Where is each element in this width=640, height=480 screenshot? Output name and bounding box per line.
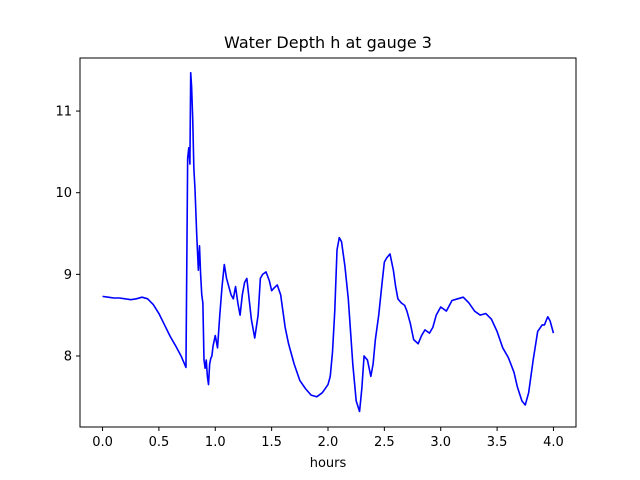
y-tick-label: 9 (64, 268, 72, 283)
x-tick-label: 0.0 (92, 435, 113, 450)
x-tick-label: 1.5 (261, 435, 282, 450)
x-tick-label: 4.0 (543, 435, 564, 450)
x-tick-label: 2.0 (318, 435, 339, 450)
x-tick-label: 3.0 (430, 435, 451, 450)
axis-ticks: 0.0 0.5 1.0 1.5 2.0 2.5 3.0 3.5 4.0 8 9 10 11 (55, 105, 563, 450)
x-tick-label: 0.5 (149, 435, 170, 450)
series-line (102, 71, 555, 413)
plot-area (102, 71, 555, 413)
x-axis-label: hours (310, 456, 347, 471)
chart-title: Water Depth h at gauge 3 (224, 33, 432, 52)
x-tick-label: 1.0 (205, 435, 226, 450)
x-tick-label: 3.5 (487, 435, 508, 450)
y-tick-label: 10 (55, 186, 72, 201)
plot-frame (79, 57, 577, 428)
x-tick-label: 2.5 (374, 435, 395, 450)
y-tick-label: 11 (55, 105, 72, 120)
y-tick-label: 8 (64, 349, 72, 364)
